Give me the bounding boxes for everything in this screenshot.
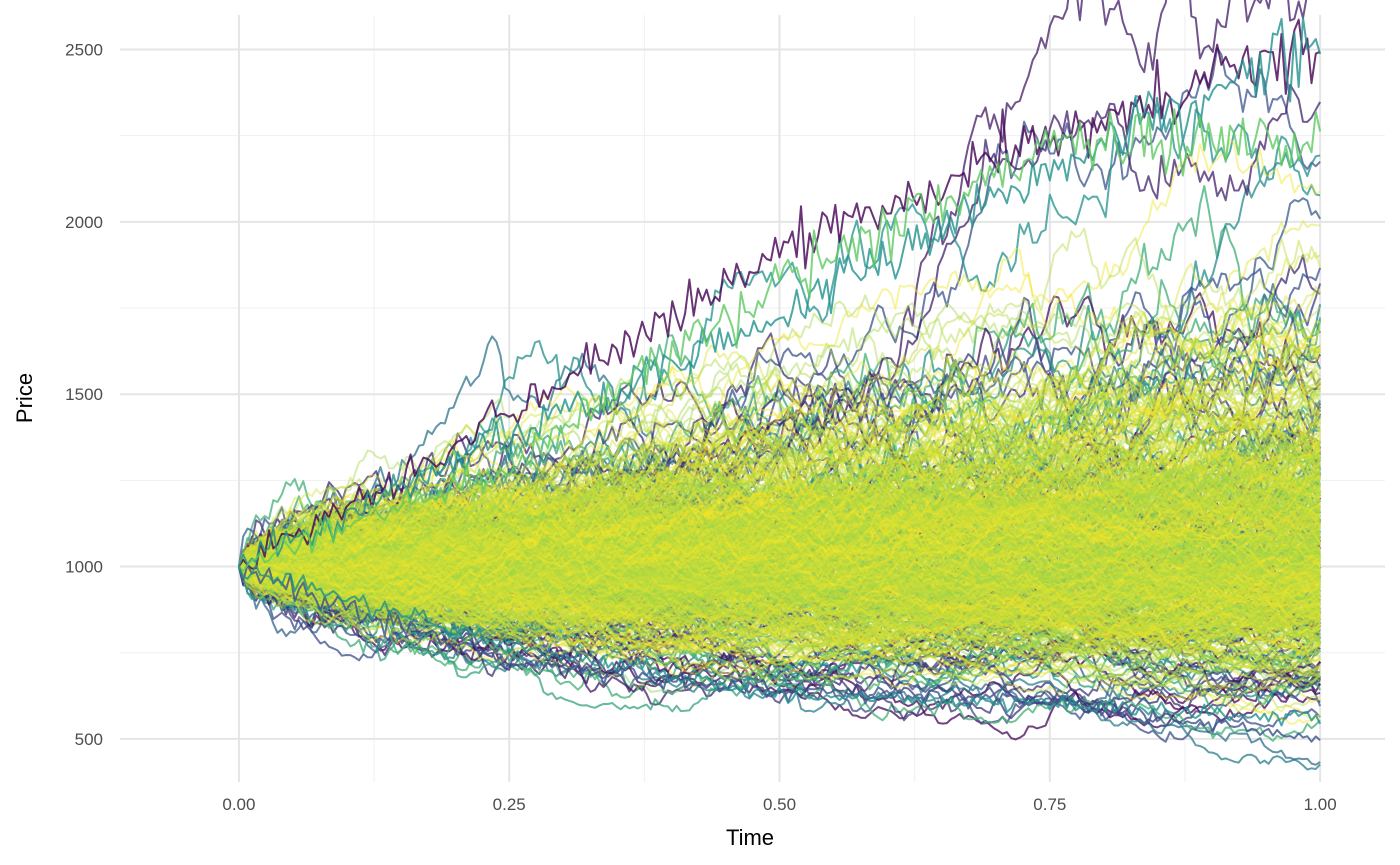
x-axis-ticks: 0.00 0.25 0.50 0.75 1.00 [222, 795, 1336, 814]
x-tick-label: 0.25 [493, 795, 526, 814]
simulation-paths [237, 0, 1322, 771]
y-tick-label: 1500 [65, 385, 103, 404]
y-axis-title: Price [12, 373, 37, 423]
y-tick-label: 2500 [65, 40, 103, 59]
simulated-price-path [238, 544, 1321, 729]
simulated-price-path [238, 376, 1321, 574]
y-tick-label: 1000 [65, 558, 103, 577]
y-tick-label: 2000 [65, 213, 103, 232]
x-axis-title: Time [726, 825, 774, 850]
simulated-price-path [237, 321, 1322, 567]
x-tick-label: 0.00 [222, 795, 255, 814]
y-axis-ticks: 500 1000 1500 2000 2500 [65, 40, 103, 748]
x-tick-label: 0.50 [763, 795, 796, 814]
x-tick-label: 1.00 [1304, 795, 1337, 814]
simulated-price-path [238, 279, 1322, 572]
y-tick-label: 500 [75, 730, 103, 749]
simulated-price-path [238, 387, 1321, 665]
x-tick-label: 0.75 [1033, 795, 1066, 814]
simulated-price-path [238, 254, 1321, 613]
